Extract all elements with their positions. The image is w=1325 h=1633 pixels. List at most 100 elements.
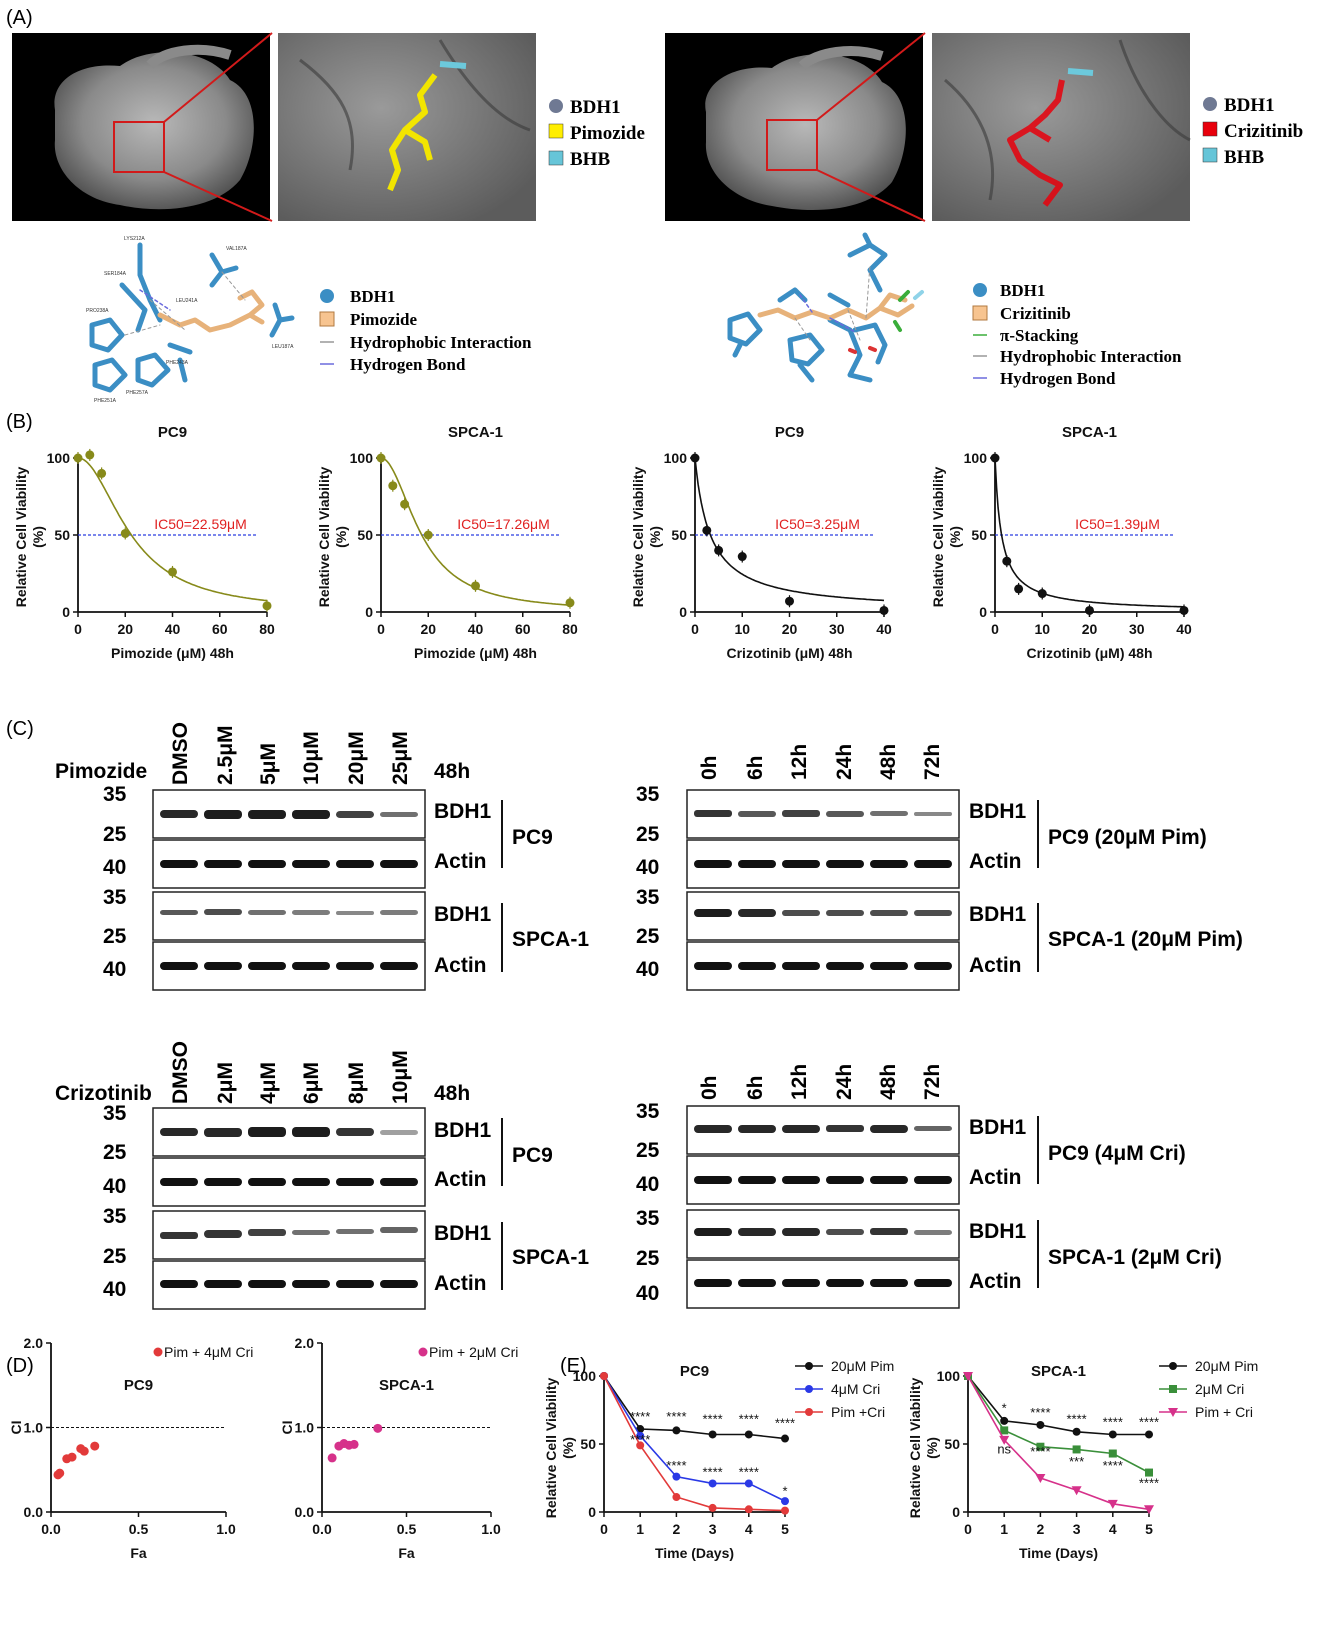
series-line: [603, 1375, 786, 1440]
band: [204, 810, 242, 819]
crizotinib-ligand: [1007, 79, 1065, 207]
x-tick-label: 3: [709, 1521, 717, 1537]
significance-label: ****: [702, 1465, 722, 1480]
x-tick-label: 20: [420, 621, 436, 637]
y-tick-label: 50: [357, 527, 373, 543]
x-tick-label: 60: [515, 621, 531, 637]
y-axis-label: Relative Cell Viability: [630, 467, 646, 608]
data-point: [781, 1434, 789, 1443]
mw-marker: 40: [636, 856, 659, 879]
data-point: [879, 605, 889, 615]
zoom-box-left: [113, 121, 165, 173]
data-point: [690, 453, 700, 463]
ligand-halogen: [893, 290, 910, 332]
y-axis-label-unit: (%): [647, 526, 663, 548]
ligand-stick: [157, 289, 265, 333]
series-line: [967, 1375, 1150, 1474]
significance-label: ****: [1066, 1412, 1086, 1427]
ic50-label: IC50=22.59μM: [154, 516, 247, 532]
y-tick-label: 50: [54, 527, 70, 543]
significance-label: ****: [666, 1409, 686, 1424]
legend-marker: [805, 1362, 813, 1370]
x-tick-label: 5: [1145, 1521, 1153, 1537]
blot-strip-bdh1-spca1: [686, 891, 960, 941]
band: [782, 910, 820, 916]
x-tick-label: 40: [468, 621, 484, 637]
y-axis-label: Relative Cell Viability: [543, 1378, 559, 1519]
interaction-diagram-pimozide: [89, 242, 295, 393]
cell-label: PC9 (4μM Cri): [1048, 1142, 1186, 1165]
band: [160, 962, 198, 970]
lane-label: 0h: [698, 1075, 721, 1100]
legend-label: 20μM Pim: [1195, 1358, 1258, 1374]
mw-marker: 25: [636, 925, 660, 948]
blot-membranes: [152, 1107, 426, 1310]
legend-swatch-bhb: [548, 150, 564, 166]
western-blot-crizotinib-time: 0h 6h 12h 24h 48h 72h 35 25 40 35 25 40: [636, 1064, 1222, 1309]
legend-label-bhb: BHB: [570, 149, 610, 170]
pocket-groove-right: [944, 39, 1191, 201]
x-tick-label: 30: [1129, 621, 1145, 637]
x-tick-label: 20: [782, 621, 798, 637]
legend-marker: [153, 1347, 163, 1357]
mw-marker: 35: [636, 886, 660, 909]
mw-marker: 35: [103, 783, 127, 806]
data-point: [672, 1493, 681, 1502]
data-point: [120, 528, 130, 538]
legend-label: 20μM Pim: [831, 1358, 894, 1374]
legend-interaction-left: BDH1 Pimozide Hydrophobic Interaction Hy…: [319, 287, 532, 374]
legend-marker: [805, 1385, 813, 1393]
residue-stick: [787, 332, 825, 383]
band: [380, 812, 418, 817]
ci-chart-d2: 0.0 0.5 1.0 0.0 1.0 2.0 SPCA-1 Fa CI Pim + 2μM Cr…: [279, 1335, 518, 1561]
band: [292, 1127, 330, 1137]
legend-swatch-bdh1: [1203, 97, 1217, 111]
data-point: [1072, 1445, 1081, 1454]
y-axis-label: Relative Cell Viability: [316, 467, 332, 608]
data-point: [744, 1479, 753, 1488]
band-label: BDH1: [969, 903, 1026, 926]
legend-label-bdh1: BDH1: [570, 97, 621, 118]
zoom-line-right-bottom: [816, 169, 926, 222]
band: [248, 1229, 286, 1236]
lane-label: 48h: [877, 1064, 900, 1100]
band: [694, 1176, 732, 1184]
legend-marker: [1169, 1362, 1177, 1370]
zoom-box-right: [766, 119, 818, 171]
bhb-ligand-left: [439, 61, 467, 69]
band-label: Actin: [434, 1272, 487, 1295]
lane-label: 6h: [744, 1075, 767, 1100]
legend-label-pimozide: Pimozide: [350, 310, 417, 329]
data-point: [999, 1435, 1010, 1445]
panel-label-c: (C): [6, 718, 34, 740]
mw-marker: 40: [636, 1282, 659, 1305]
time-label: 48h: [434, 760, 470, 783]
bands: [694, 810, 952, 970]
mw-marker: 40: [103, 856, 126, 879]
band-label: Actin: [969, 1270, 1022, 1293]
band: [914, 962, 952, 970]
x-tick-label: 0.5: [397, 1521, 417, 1537]
y-tick-label: 0: [62, 604, 70, 620]
significance-label: ****: [702, 1412, 722, 1427]
band: [380, 1280, 418, 1288]
mw-marker: 40: [636, 1173, 659, 1196]
data-point: [781, 1506, 789, 1515]
x-tick-label: 0: [991, 621, 999, 637]
band: [826, 962, 864, 970]
data-point: [327, 1453, 337, 1463]
legend-swatch-pimozide: [319, 311, 335, 327]
y-tick-label: 0.0: [24, 1504, 44, 1520]
band: [336, 811, 374, 818]
data-point: [1036, 1442, 1045, 1451]
legend-marker: [418, 1347, 428, 1357]
ligand-halogen-f: [913, 290, 924, 300]
data-point: [1037, 589, 1047, 599]
cell-label: PC9: [512, 826, 553, 849]
band: [914, 812, 952, 816]
significance-label: ****: [739, 1465, 759, 1480]
band-label: Actin: [434, 850, 487, 873]
legend-label-hydrophobic: Hydrophobic Interaction: [350, 333, 532, 352]
band: [914, 860, 952, 868]
band: [292, 1280, 330, 1288]
